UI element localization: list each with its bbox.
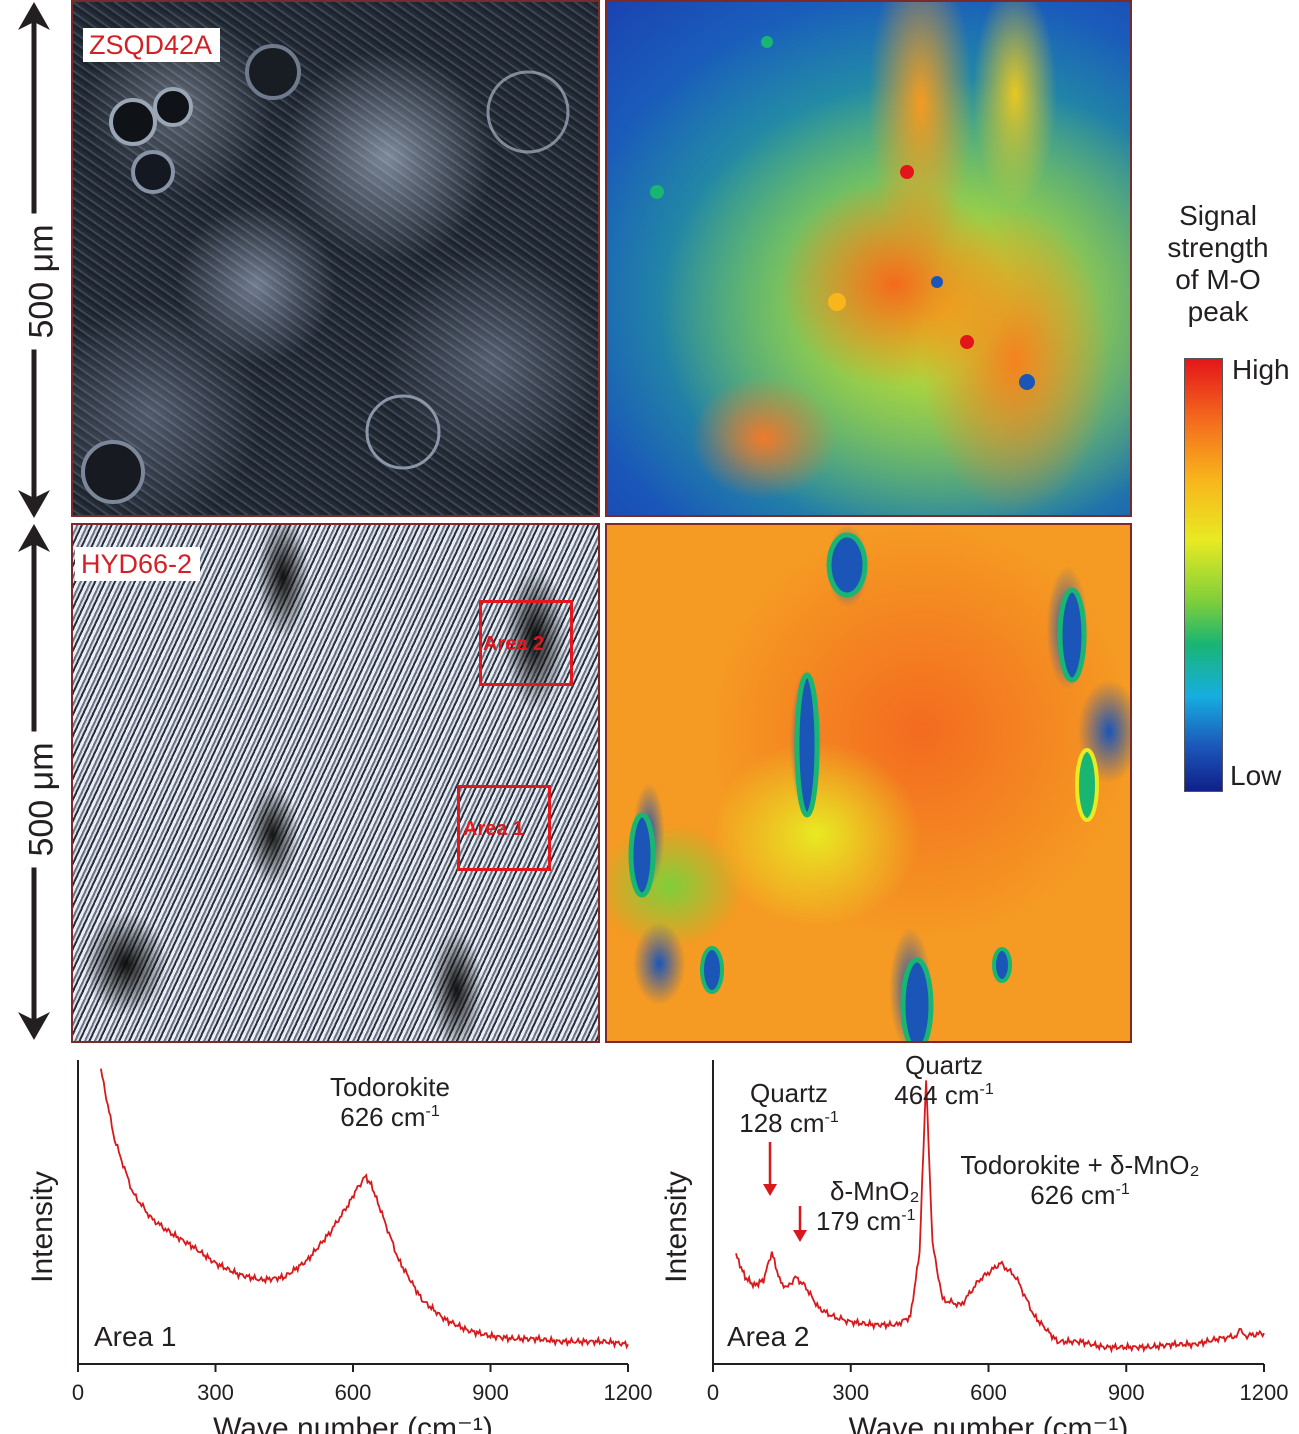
x-tick-label: 0 [72, 1380, 84, 1405]
annotation-name: Todorokite [330, 1072, 450, 1102]
legend-high-label: High [1232, 354, 1290, 385]
x-tick-label: 1200 [1240, 1380, 1289, 1405]
x-axis-label: Wave number (cm⁻¹) [213, 1412, 493, 1434]
spectra-figure: 0 300 600 900 1200 Wave number (cm⁻¹) Intensit… [26, 1050, 1288, 1434]
legend-title-line-1: Signal [1179, 200, 1257, 231]
legend-low-label: Low [1230, 760, 1282, 791]
x-tick-label: 600 [335, 1380, 372, 1405]
legend-title-line-2: strength [1167, 232, 1269, 263]
x-tick-label: 0 [707, 1380, 719, 1405]
sample-label-hyd66-2: HYD66-2 [75, 547, 201, 581]
area-1-label: Area 1 [463, 818, 525, 840]
chart-area-2: 0 300 600 900 1200 Wave number (cm⁻¹) Intensit… [660, 1050, 1288, 1434]
sample-label-zsqd42a: ZSQD42A [83, 28, 221, 62]
top-optical-texture [81, 44, 570, 504]
bottom-raman-texture [628, 532, 1099, 1041]
area-2-box [479, 600, 573, 686]
x-tick-label: 900 [472, 1380, 509, 1405]
annotation-wavenumber: 626 cm-1 [340, 1102, 440, 1132]
spectrum-line [100, 1068, 629, 1350]
x-tick-label: 900 [1108, 1380, 1145, 1405]
annotation-wavenumber: 464 cm-1 [894, 1080, 994, 1110]
legend-colorbar [1184, 358, 1223, 792]
bottom-raman-map [605, 523, 1132, 1043]
area-2-label: Area 2 [483, 633, 545, 655]
annotation-name: Todorokite + δ-MnO₂ [960, 1150, 1199, 1180]
legend-title: Signal strength of M-O peak [1138, 200, 1298, 328]
top-optical-image: ZSQD42A [71, 0, 600, 517]
x-tick-label: 300 [197, 1380, 234, 1405]
panel-label: Area 2 [727, 1321, 810, 1352]
x-tick-label: 1200 [604, 1380, 653, 1405]
bottom-scale-label: 500 μm [22, 731, 62, 868]
top-scale-label: 500 μm [22, 213, 62, 350]
panel-label: Area 1 [94, 1321, 177, 1352]
x-tick-label: 600 [970, 1380, 1007, 1405]
annotation-wavenumber: 626 cm-1 [1030, 1180, 1130, 1210]
annotation-name: δ-MnO₂ [830, 1176, 920, 1206]
spectrum-line [735, 1080, 1265, 1354]
chart-area-1: 0 300 600 900 1200 Wave number (cm⁻¹) Intensit… [26, 1060, 652, 1434]
top-raman-texture [650, 36, 1035, 390]
annotation-wavenumber: 179 cm-1 [816, 1206, 916, 1236]
top-raman-map [605, 0, 1132, 517]
legend-title-line-4: peak [1187, 296, 1249, 327]
y-axis-label: Intensity [26, 1171, 59, 1283]
x-tick-label: 300 [832, 1380, 869, 1405]
annotation-name: Quartz [750, 1078, 828, 1108]
bottom-optical-image: HYD66-2 Area 2 Area 1 [71, 523, 600, 1043]
annotation-arrowhead [763, 1184, 777, 1196]
annotation-wavenumber: 128 cm-1 [739, 1108, 839, 1138]
annotation-name: Quartz [905, 1050, 983, 1080]
x-axis-label: Wave number (cm⁻¹) [849, 1412, 1129, 1434]
area-1-box [457, 785, 551, 871]
legend-title-line-3: of M-O [1175, 264, 1261, 295]
annotation-arrowhead [793, 1230, 807, 1242]
y-axis-label: Intensity [660, 1171, 693, 1283]
